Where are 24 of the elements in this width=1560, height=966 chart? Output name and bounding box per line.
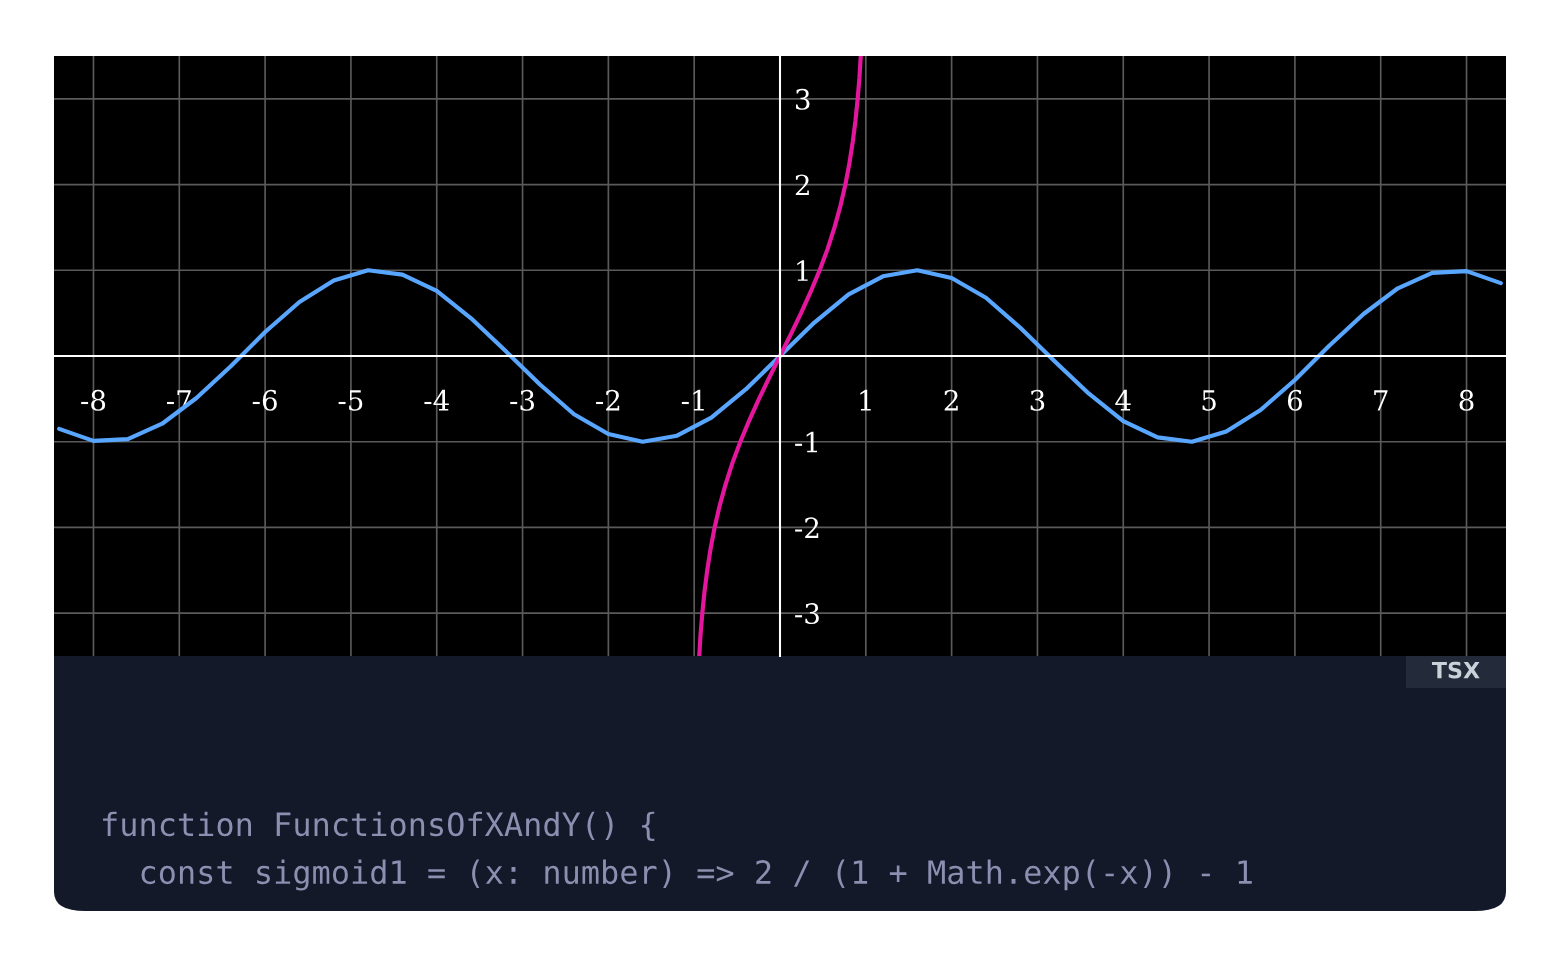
x-tick-label: -6 bbox=[252, 389, 277, 411]
x-tick-label: 2 bbox=[944, 389, 958, 411]
x-tick-label: 5 bbox=[1202, 390, 1216, 411]
y-tick-label: 1 bbox=[797, 260, 808, 281]
x-tick-label: 6 bbox=[1287, 389, 1302, 411]
x-tick-label: 8 bbox=[1459, 389, 1474, 411]
x-tick-label: -5 bbox=[338, 390, 363, 411]
y-tick-label: 2 bbox=[795, 174, 809, 196]
y-tick-label: -1 bbox=[795, 431, 817, 453]
y-tick-label: -2 bbox=[795, 517, 819, 538]
y-tick-label: 3 bbox=[796, 88, 810, 110]
text: const sigmoid1 = (x: number) => 2 / (1 + Math.exp(-x)) - 1 bbox=[141, 859, 1252, 891]
x-tick-label: -4 bbox=[424, 389, 449, 411]
x-tick-label: -1 bbox=[681, 389, 704, 411]
x-tick-label: 1 bbox=[860, 389, 871, 411]
y-tick-label: -3 bbox=[795, 603, 819, 625]
x-tick-label: -8 bbox=[81, 389, 106, 411]
x-tick-label: 4 bbox=[1115, 389, 1131, 411]
x-tick-label: -2 bbox=[596, 389, 620, 411]
text: function FunctionsOfXAndY() { bbox=[103, 811, 655, 842]
x-tick-label: -3 bbox=[510, 389, 535, 411]
text: TSX bbox=[1431, 661, 1480, 679]
x-tick-label: 3 bbox=[1030, 389, 1045, 411]
x-tick-label: 7 bbox=[1374, 390, 1388, 411]
